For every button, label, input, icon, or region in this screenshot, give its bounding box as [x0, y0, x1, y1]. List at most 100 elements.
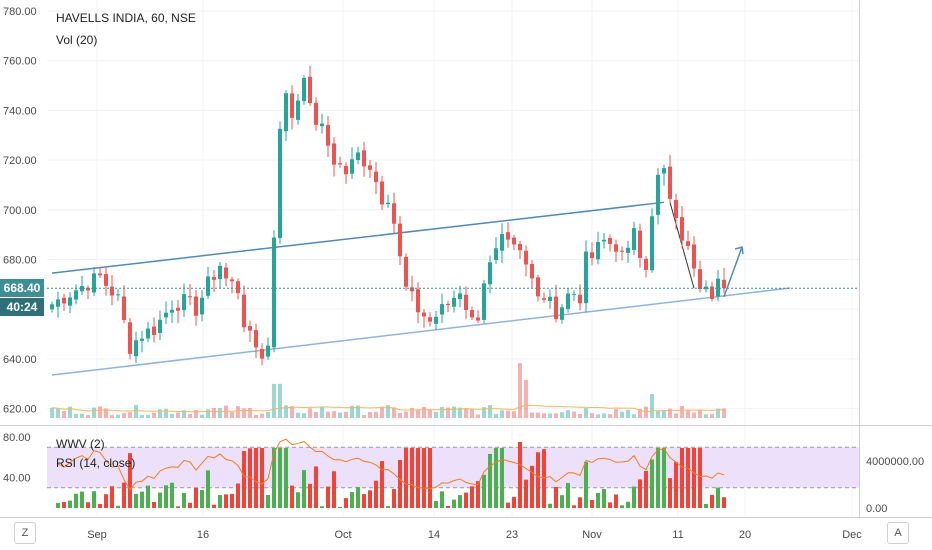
time-axis-ticks[interactable]: Sep 16 Oct 14 23 Nov 11 20 Dec	[87, 529, 862, 541]
volume-bar	[242, 408, 246, 418]
candle-body	[122, 296, 126, 321]
volume-bar	[482, 407, 486, 418]
candle-body	[290, 93, 294, 118]
candle-body	[98, 273, 102, 276]
candle-body	[434, 316, 438, 324]
wwv-tick-label: 4000000.00	[866, 456, 924, 468]
candle-body	[638, 230, 642, 258]
candle-body	[644, 258, 648, 270]
price-tick-label: 620.00	[3, 404, 37, 416]
wwv-bar	[212, 504, 216, 508]
candle-body	[194, 296, 198, 316]
auto-scale-button[interactable]: A	[887, 522, 909, 544]
wwv-bar	[644, 470, 648, 508]
wwv-bar	[272, 448, 276, 508]
candle-body	[62, 297, 66, 304]
volume-bar	[104, 408, 108, 418]
rsi-line	[57, 438, 725, 491]
wwv-bar	[530, 465, 534, 508]
volume-bar	[218, 408, 222, 418]
volume-bar	[320, 407, 324, 418]
candle-body	[452, 297, 456, 307]
volume-ma-line	[51, 404, 725, 413]
candle-body	[416, 289, 420, 313]
price-axis[interactable]: 620.00640.00660.00680.00700.00720.00740.…	[0, 0, 47, 421]
wwv-bar	[458, 495, 462, 508]
candle-body	[410, 287, 414, 292]
candle-body	[332, 143, 336, 165]
candle-body	[626, 247, 630, 253]
candle-body	[500, 233, 504, 251]
wwv-bar	[278, 448, 282, 508]
rsi-pane: 40.00 80.00 4000000.00 0.00	[3, 432, 924, 515]
wwv-bar	[410, 448, 414, 508]
wwv-bar	[302, 470, 306, 508]
wwv-bar	[716, 487, 720, 508]
candle-body	[56, 299, 60, 307]
wwv-bar	[152, 501, 156, 508]
wwv-bar	[236, 483, 240, 508]
volume-bar	[626, 409, 630, 418]
time-tick-label: Nov	[582, 529, 602, 541]
candle-body	[158, 319, 162, 333]
candle-body	[674, 199, 678, 219]
candle-body	[254, 330, 258, 348]
candle-body	[518, 243, 522, 251]
wwv-bar	[638, 479, 642, 508]
candle-body	[272, 237, 276, 348]
candle-body	[404, 256, 408, 287]
candle-body	[350, 159, 354, 174]
candle-body	[80, 286, 84, 292]
wwv-bar	[404, 448, 408, 508]
candle-body	[206, 276, 210, 296]
candle-body	[566, 293, 570, 310]
candle-body	[632, 228, 636, 250]
volume-bar	[530, 412, 534, 418]
candle-body	[314, 102, 318, 125]
candle-body	[170, 309, 174, 313]
candle-body	[506, 232, 510, 240]
wwv-bar	[338, 506, 342, 508]
price-tick-label: 680.00	[3, 254, 37, 266]
candle-body	[650, 216, 654, 271]
wwv-bar	[374, 480, 378, 508]
wwv-bar	[662, 448, 666, 508]
wwv-bar	[542, 449, 546, 508]
wwv-bar	[62, 502, 66, 508]
wwv-bar	[134, 493, 138, 508]
candle-body	[140, 338, 144, 341]
volume-bar	[308, 408, 312, 418]
volume-bar	[674, 413, 678, 418]
candle-body	[116, 294, 120, 296]
wwv-bar	[626, 501, 630, 508]
wwv-bar	[80, 491, 84, 508]
wwv-bar	[194, 487, 198, 508]
wwv-bar	[416, 448, 420, 508]
volume-bar	[314, 412, 318, 418]
candle-body	[188, 296, 192, 298]
volume-bar	[152, 412, 156, 418]
candle-body	[176, 307, 180, 311]
candle-body	[614, 244, 618, 252]
volume-bar	[680, 405, 684, 418]
candle-body	[200, 297, 204, 315]
volume-bar	[638, 408, 642, 418]
candle-body	[668, 166, 672, 199]
wwv-bar	[698, 448, 702, 508]
wwv-bar	[524, 479, 528, 508]
volume-bar	[326, 411, 330, 418]
candle-body	[686, 241, 690, 246]
price-tick-label: 720.00	[3, 155, 37, 167]
volume-bar	[710, 413, 714, 418]
volume-bar	[650, 394, 654, 418]
candle-body	[326, 124, 330, 146]
time-tick-label: Dec	[842, 529, 862, 541]
volume-bar	[458, 407, 462, 418]
candles	[50, 65, 726, 366]
auto-zoom-button[interactable]: Z	[14, 522, 36, 544]
candle-body	[698, 269, 702, 289]
candle-body	[710, 286, 714, 299]
wwv-bar	[632, 486, 636, 508]
wwv-bar	[164, 485, 168, 508]
